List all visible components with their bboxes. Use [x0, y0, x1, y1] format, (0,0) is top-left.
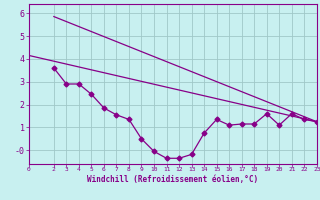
X-axis label: Windchill (Refroidissement éolien,°C): Windchill (Refroidissement éolien,°C)	[87, 175, 258, 184]
